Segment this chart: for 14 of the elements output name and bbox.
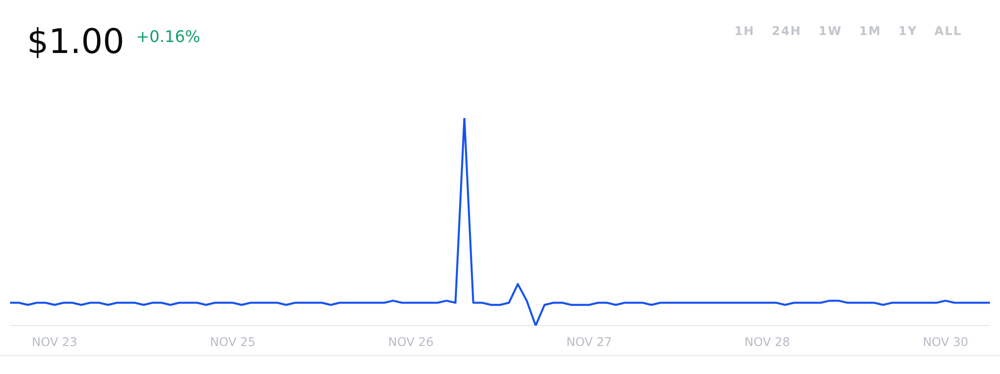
text: 1H bbox=[734, 24, 755, 38]
chart-title: $1.00 bbox=[27, 22, 124, 62]
text: ALL bbox=[934, 24, 962, 38]
x-tick-label: NOV 28 bbox=[744, 334, 790, 349]
x-tick-label: NOV 27 bbox=[566, 334, 612, 349]
text: 24H bbox=[772, 24, 802, 38]
text: 1W bbox=[818, 24, 842, 38]
x-tick-label: NOV 25 bbox=[210, 334, 256, 349]
x-tick-label: NOV 30 bbox=[922, 334, 968, 349]
text: 1M bbox=[859, 24, 882, 38]
x-tick-label: NOV 23 bbox=[32, 334, 78, 349]
text: 1Y bbox=[898, 24, 918, 38]
chart-subtitle: +0.16% bbox=[136, 27, 200, 46]
x-tick-label: NOV 26 bbox=[388, 334, 434, 349]
